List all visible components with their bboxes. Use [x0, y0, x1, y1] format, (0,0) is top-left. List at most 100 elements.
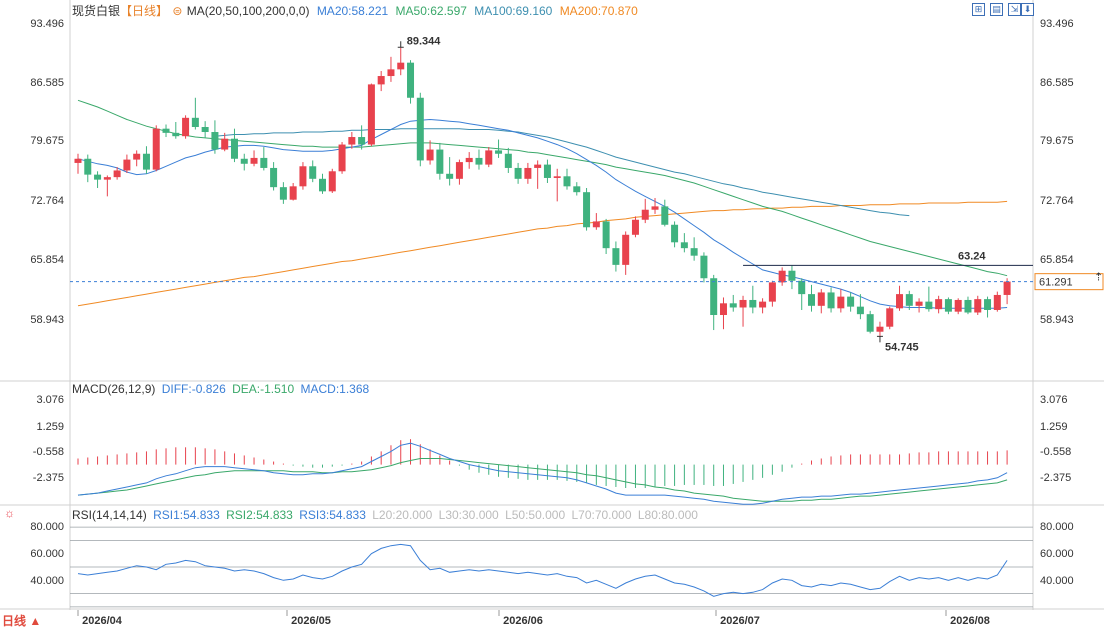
macd-tick-right: -0.558 — [1040, 446, 1071, 458]
candle-body — [455, 162, 463, 179]
candle-body — [905, 294, 913, 306]
rsi3-value: RSI3:54.833 — [299, 508, 366, 522]
rsi-tick-right: 60.000 — [1040, 548, 1074, 560]
ma50-value: MA50:62.597 — [395, 4, 467, 18]
candle-body — [103, 177, 111, 180]
period-tag: 【日线】 — [120, 4, 169, 18]
candle-body — [631, 219, 639, 235]
axis-labels: 93.496 93.496 86.585 86.585 79.675 79.675 72.7… — [30, 18, 1073, 627]
rsi-tick-left: 60.000 — [30, 548, 64, 560]
candle-body — [475, 157, 483, 165]
candle-body — [397, 62, 405, 70]
candle-body — [954, 299, 962, 312]
candle-body — [407, 62, 415, 98]
candle-body — [230, 138, 238, 159]
macd-tick-right: -2.375 — [1040, 472, 1071, 484]
candle-body — [152, 128, 160, 170]
candle-body — [495, 150, 503, 154]
price-tick-left: 72.764 — [30, 195, 64, 207]
candle-body — [661, 206, 669, 225]
candle-body — [504, 153, 512, 168]
candle-body — [592, 221, 600, 228]
price-tick-left: 93.496 — [30, 18, 64, 30]
price-tick-right: 86.585 — [1040, 77, 1074, 89]
candle-body — [446, 173, 454, 179]
candle-body — [133, 153, 141, 160]
zoom-icon[interactable]: ▤ — [990, 3, 1003, 16]
macd-header: MACD(26,12,9) DIFF:-0.826 DEA:-1.510 MAC… — [72, 381, 369, 397]
macd-tick-right: 3.076 — [1040, 394, 1068, 406]
candle-body — [416, 97, 424, 161]
time-axis-bg — [0, 610, 1104, 632]
candle-body — [915, 301, 923, 306]
price-tick-left: 65.854 — [30, 254, 64, 266]
sun-icon[interactable]: ☼ — [4, 506, 15, 520]
candle-body — [944, 299, 952, 312]
time-label: 2026/06 — [503, 615, 543, 627]
candle-body — [514, 167, 522, 179]
macd-title: MACD(26,12,9) — [72, 382, 156, 396]
expand-icon[interactable]: ⊞ — [972, 3, 985, 16]
candlestick-series — [74, 47, 1011, 337]
candle-body — [270, 167, 278, 188]
rsi-l70: L70:70.000 — [571, 508, 632, 522]
candle-body — [328, 171, 336, 192]
rsi-tick-right: 80.000 — [1040, 521, 1074, 533]
candle-body — [162, 128, 170, 133]
candle-body — [602, 221, 610, 249]
dea-line — [77, 458, 1008, 502]
annotations: 61.291 ⇡ 63.24 89.344 54.745 — [70, 35, 1104, 353]
candle-body — [710, 278, 718, 316]
candle-body — [113, 170, 121, 178]
candle-body — [74, 158, 82, 163]
ma100-value: MA100:69.160 — [474, 4, 553, 18]
candle-body — [279, 187, 287, 200]
ma200-value: MA200:70.870 — [559, 4, 638, 18]
price-arrow-icon: ⇡ — [1094, 272, 1103, 284]
ma50-line — [77, 99, 1008, 277]
move-icon[interactable]: ⇲ — [1008, 3, 1021, 16]
moving-average-lines — [77, 99, 1008, 309]
price-tick-right: 72.764 — [1040, 195, 1074, 207]
candle-body — [426, 149, 434, 161]
candle-body — [123, 159, 131, 171]
candle-body — [856, 306, 864, 315]
current-price-value: 61.291 — [1039, 277, 1073, 289]
settings-icon[interactable]: ⊜ — [172, 4, 183, 18]
candle-body — [191, 117, 199, 128]
rsi-line — [77, 543, 1008, 597]
period-selector-button[interactable]: 日线 ▲ — [2, 614, 42, 628]
candle-body — [788, 270, 796, 281]
price-tick-right: 58.943 — [1040, 314, 1074, 326]
candle-body — [573, 186, 581, 193]
ma20-value: MA20:58.221 — [316, 4, 389, 18]
candle-body — [583, 192, 591, 228]
macd-diff: DIFF:-0.826 — [161, 382, 226, 396]
candle-body — [221, 138, 229, 150]
resistance-label: 63.24 — [958, 250, 986, 262]
rsi-l80: L80:80.000 — [637, 508, 698, 522]
candle-body — [680, 242, 688, 249]
candle-body — [553, 176, 561, 178]
candle-body — [319, 178, 326, 192]
candle-body — [964, 299, 972, 313]
time-label: 2026/07 — [720, 615, 760, 627]
candle-body — [886, 308, 894, 327]
candle-body — [84, 158, 92, 175]
macd-dea: DEA:-1.510 — [232, 382, 295, 396]
download-icon[interactable]: ⬇ — [1021, 3, 1034, 16]
rsi-l30: L30:30.000 — [438, 508, 499, 522]
candle-body — [201, 127, 209, 133]
candle-body — [1003, 281, 1011, 295]
candle-body — [182, 117, 190, 137]
candle-body — [866, 314, 874, 332]
candle-body — [309, 166, 317, 179]
candle-body — [543, 164, 551, 178]
candle-body — [837, 296, 845, 309]
candle-body — [142, 153, 150, 170]
candle-body — [876, 326, 884, 332]
price-tick-left: 58.943 — [30, 314, 64, 326]
low-label: 54.745 — [885, 341, 919, 353]
candle-body — [465, 157, 473, 163]
